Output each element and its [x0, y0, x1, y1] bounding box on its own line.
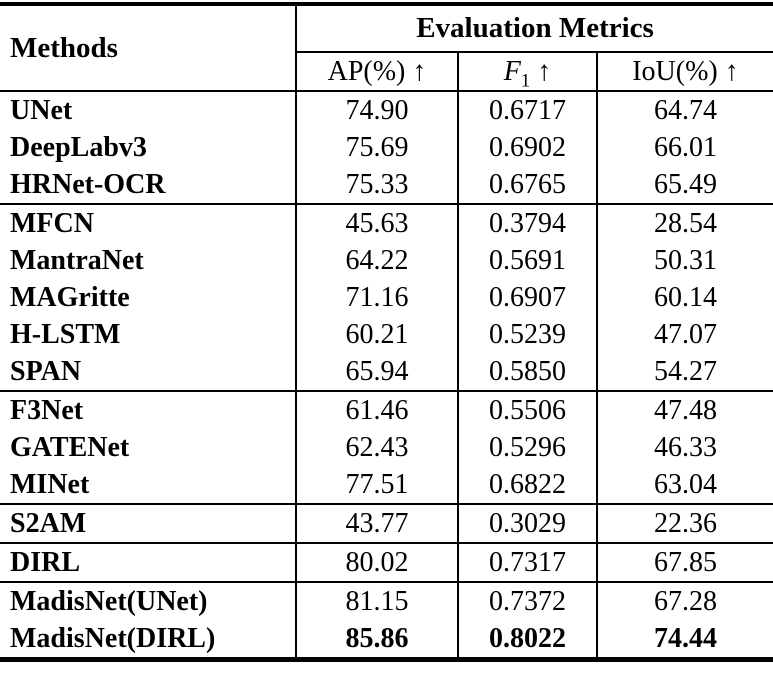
metric-value-cell: 46.33: [595, 429, 773, 466]
method-name-cell: MINet: [0, 466, 297, 505]
metric-value-cell: 0.8022: [457, 620, 597, 660]
metric-value-cell: 63.04: [595, 466, 773, 505]
column-header-ap: AP(%) ↑: [296, 52, 458, 92]
metric-value-cell: 0.5239: [457, 316, 597, 353]
metric-value-cell: 77.51: [296, 466, 458, 505]
metric-value-cell: 65.49: [595, 166, 773, 205]
column-header-f1-label: F: [503, 55, 521, 87]
method-name-cell: S2AM: [0, 504, 297, 544]
metric-value-cell: 50.31: [595, 242, 773, 279]
metric-value-cell: 54.27: [595, 353, 773, 392]
method-name-cell: DIRL: [0, 543, 297, 583]
method-name-cell: MAGritte: [0, 279, 297, 316]
metric-value-cell: 47.48: [595, 391, 773, 429]
table-row: MadisNet(UNet) 81.15 0.7372 67.28: [0, 582, 773, 620]
metric-value-cell: 75.33: [296, 166, 458, 205]
methods-column-header: Methods: [0, 4, 297, 92]
table-row: SPAN 65.94 0.5850 54.27: [0, 353, 773, 392]
method-name-cell: DeepLabv3: [0, 129, 297, 166]
metric-value-cell: 45.63: [345, 207, 409, 239]
table-row: DeepLabv3 75.69 0.6902 66.01: [0, 129, 773, 166]
column-header-f1-subscript: 1: [520, 70, 531, 91]
table-body: UNet 74.90 0.6717 64.74 DeepLabv3 75.69 0.6902…: [0, 91, 773, 660]
table-row: MantraNet 64.22 0.5691 50.31: [0, 242, 773, 279]
method-name-cell: MadisNet(DIRL): [0, 620, 297, 660]
up-arrow-icon: ↑: [537, 55, 552, 87]
evaluation-metrics-table: Methods Evaluation Metrics AP(%) ↑ F1 ↑ Io…: [0, 2, 773, 662]
method-name-cell: SPAN: [0, 353, 297, 392]
column-header-f1: F1 ↑: [457, 52, 597, 92]
table-row: UNet 74.90 0.6717 64.74: [0, 91, 773, 129]
metric-value-cell: 65.94: [296, 353, 458, 392]
column-header-iou-label: IoU(%): [632, 55, 718, 87]
method-name-cell: MantraNet: [0, 242, 297, 279]
metric-value-cell: 75.69: [345, 131, 409, 163]
column-header-ap-label: AP(%): [327, 55, 406, 87]
method-name-cell: H-LSTM: [0, 316, 297, 353]
table-row: MINet 77.51 0.6822 63.04: [0, 466, 773, 505]
table-row: GATENet 62.43 0.5296 46.33: [0, 429, 773, 466]
metric-value-cell: 67.28: [595, 582, 773, 620]
metric-value-cell: 0.5506: [457, 391, 597, 429]
metric-value-cell: 0.6765: [457, 166, 597, 205]
method-name-cell: GATENet: [0, 429, 297, 466]
metric-value-cell: 80.02: [296, 543, 458, 583]
metric-value-cell: 0.7317: [457, 543, 597, 583]
method-name-cell: F3Net: [0, 391, 297, 429]
metric-value-cell: 67.85: [595, 543, 773, 583]
method-name-cell: MadisNet(UNet): [0, 582, 297, 620]
table-row: H-LSTM 60.21 0.5239 47.07: [0, 316, 773, 353]
method-name-cell: MFCN: [0, 204, 297, 242]
metric-value-cell: 28.54: [595, 204, 773, 242]
table-row: HRNet-OCR 75.33 0.6765 65.49: [0, 166, 773, 205]
metric-value-cell: 0.7372: [457, 582, 597, 620]
table-row: F3Net 61.46 0.5506 47.48: [0, 391, 773, 429]
evaluation-metrics-header: Evaluation Metrics: [296, 4, 773, 53]
metric-value-cell: 0.6717: [457, 91, 597, 129]
metric-value-cell: 0.6902: [457, 129, 597, 166]
up-arrow-icon: ↑: [724, 55, 739, 87]
table-row: MadisNet(DIRL) 85.86 0.8022 74.44: [0, 620, 773, 660]
metric-value-cell: 61.46: [345, 394, 409, 426]
metric-value-cell: 85.86: [345, 622, 409, 654]
metric-value-cell: 0.5850: [457, 353, 597, 392]
metric-value-cell: 74.90: [345, 94, 409, 126]
header-row-sub: AP(%) ↑ F1 ↑ IoU(%) ↑: [0, 52, 773, 92]
up-arrow-icon: ↑: [412, 55, 427, 87]
metric-value-cell: 66.01: [595, 129, 773, 166]
metric-value-cell: 47.07: [595, 316, 773, 353]
method-name-cell: HRNet-OCR: [0, 166, 297, 205]
metric-value-cell: 62.43: [345, 431, 409, 463]
table-row: MFCN 45.63 0.3794 28.54: [0, 204, 773, 242]
metric-value-cell: 0.6822: [457, 466, 597, 505]
metric-value-cell: 22.36: [595, 504, 773, 544]
metric-value-cell: 60.14: [595, 279, 773, 316]
metric-value-cell: 0.5296: [457, 429, 597, 466]
metric-value-cell: 74.44: [595, 620, 773, 660]
metric-value-cell: 81.15: [345, 585, 409, 617]
metric-value-cell: 64.22: [345, 244, 409, 276]
column-header-iou: IoU(%) ↑: [595, 52, 773, 92]
metric-value-cell: 60.21: [345, 318, 409, 350]
table-row: MAGritte 71.16 0.6907 60.14: [0, 279, 773, 316]
metric-value-cell: 71.16: [345, 281, 409, 313]
table-row: S2AM 43.77 0.3029 22.36: [0, 504, 773, 544]
method-name-cell: UNet: [0, 91, 297, 129]
metric-value-cell: 0.6907: [457, 279, 597, 316]
metric-value-cell: 0.5691: [457, 242, 597, 279]
table-row: DIRL 80.02 0.7317 67.85: [0, 543, 773, 583]
metric-value-cell: 43.77: [296, 504, 458, 544]
metric-value-cell: 64.74: [595, 91, 773, 129]
metric-value-cell: 0.3794: [457, 204, 597, 242]
metric-value-cell: 0.3029: [457, 504, 597, 544]
header-row-top: Methods Evaluation Metrics: [0, 4, 773, 92]
